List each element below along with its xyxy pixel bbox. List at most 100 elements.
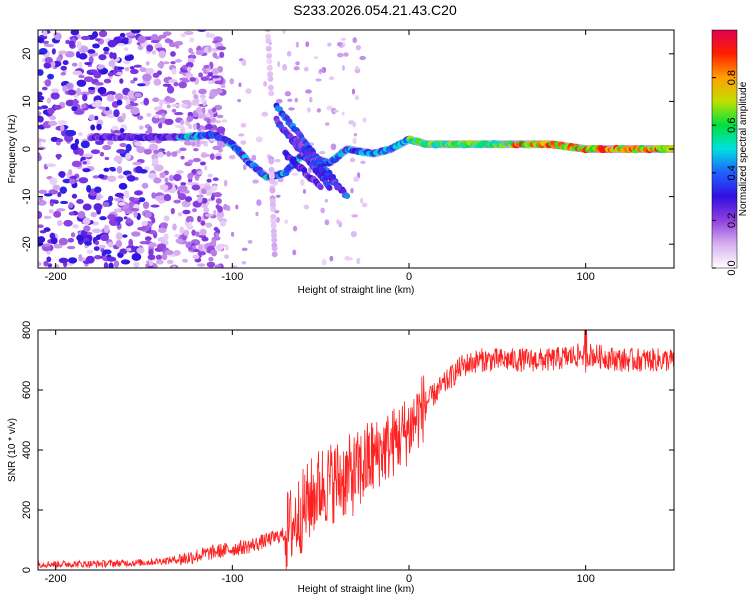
- spectrogram-cell: [60, 124, 65, 132]
- spectrogram-cell: [120, 259, 131, 265]
- spectrogram-cell: [208, 95, 215, 100]
- spectrogram-cell: [88, 114, 95, 121]
- spectrogram-cell: [147, 265, 154, 268]
- spectrogram-cell: [119, 78, 124, 84]
- spectrogram-cell: [76, 198, 84, 205]
- spectrogram-cell: [180, 155, 185, 160]
- spectrogram-cell: [144, 236, 152, 242]
- spectrogram-cell: [191, 89, 197, 96]
- spectrogram-cell: [51, 48, 56, 55]
- spectrogram-cell: [131, 231, 141, 237]
- spectrogram-cell: [133, 210, 138, 218]
- spectrogram-cell: [151, 217, 156, 224]
- spectrogram-cell: [173, 249, 181, 256]
- spectrogram-cell: [117, 175, 124, 179]
- spectrogram-cell: [180, 126, 186, 134]
- spectrogram-cell: [69, 178, 76, 185]
- spectrogram-heatmap: [38, 30, 674, 268]
- spectrogram-cell: [76, 41, 82, 50]
- spectrogram-cell: [213, 192, 222, 198]
- spectrogram-cell: [63, 219, 73, 227]
- spectrogram-cell: [351, 88, 356, 95]
- spectrogram-cell: [53, 104, 62, 110]
- spectrogram-cell: [215, 155, 222, 160]
- colorbar-tick-label: 0.0: [726, 260, 738, 275]
- spectrogram-cell: [129, 208, 140, 212]
- spectrogram-cell: [271, 236, 278, 243]
- spectrogram-cell: [210, 195, 215, 201]
- spectrogram-cell: [136, 247, 145, 254]
- spectrogram-cell: [38, 210, 43, 219]
- spectrogram-cell: [187, 159, 194, 164]
- spectrogram-cell: [133, 64, 142, 68]
- spectrogram-cell: [316, 108, 322, 113]
- spectrogram-cell: [66, 245, 76, 250]
- spectrogram-cell: [177, 212, 183, 217]
- spectrogram-cell: [159, 222, 168, 228]
- spectrogram-cell: [251, 154, 257, 161]
- spectrogram-cell: [49, 115, 57, 120]
- spectrogram-cell: [153, 78, 162, 86]
- spectrogram-cell: [103, 224, 110, 233]
- spectrogram-cell: [78, 61, 83, 70]
- spectrogram-cell: [129, 68, 139, 75]
- spectrogram-cell: [164, 177, 169, 183]
- spectrogram-cell: [204, 165, 208, 171]
- spectrogram-cell: [125, 152, 132, 160]
- spectrogram-cell: [205, 222, 213, 228]
- spectrogram-cell: [115, 208, 122, 213]
- spectrogram-cell: [68, 202, 74, 209]
- spectrogram-cell: [211, 239, 217, 247]
- x-tick-label: 100: [576, 271, 594, 283]
- spectrogram-cell: [80, 91, 90, 96]
- spectrogram-cell: [132, 161, 142, 166]
- spectrogram-cell: [224, 254, 230, 259]
- spectrogram-cell: [324, 219, 330, 226]
- spectrogram-cell: [193, 147, 199, 152]
- spectrogram-cell: [137, 45, 144, 51]
- spectrogram-cell: [214, 80, 224, 85]
- spectrogram-cell: [193, 97, 200, 104]
- spectrogram-cell: [195, 231, 200, 237]
- spectrogram-cell: [293, 66, 300, 71]
- spectrogram-cell: [47, 107, 55, 115]
- spectrogram-cell: [163, 193, 172, 202]
- spectrogram-cell: [134, 141, 142, 147]
- spectrogram-cell: [113, 155, 123, 163]
- spectrogram-cell: [152, 72, 160, 78]
- spectrogram-cell: [174, 234, 180, 238]
- spectrogram-cell: [38, 224, 44, 229]
- spectrogram-cell: [155, 111, 164, 115]
- spectrogram-cell: [57, 220, 63, 227]
- x-tick-label: 0: [406, 573, 412, 585]
- spectrogram-cell: [136, 146, 146, 154]
- spectrogram-cell: [268, 166, 275, 173]
- spectrogram-cell: [174, 59, 182, 63]
- spectrogram-cell: [180, 33, 187, 38]
- spectrogram-cell: [206, 261, 216, 268]
- spectrogram-cell: [38, 138, 44, 143]
- spectrogram-cell: [108, 262, 114, 268]
- spectrogram-cell: [44, 56, 53, 64]
- spectrogram-cell: [669, 144, 674, 151]
- spectrogram-cell: [129, 66, 135, 70]
- spectrogram-cell: [83, 153, 94, 158]
- spectrogram-cell: [151, 192, 157, 199]
- spectrogram-cell: [192, 123, 197, 131]
- spectrogram-cell: [50, 92, 60, 100]
- spectrogram-cell: [38, 48, 48, 55]
- spectrogram-cell: [119, 248, 128, 255]
- spectrogram-cell: [69, 176, 78, 180]
- spectrogram-cell: [130, 30, 141, 34]
- spectrogram-cell: [74, 138, 80, 146]
- spectrogram-cell: [270, 213, 277, 220]
- spectrogram-cell: [175, 238, 184, 244]
- spectrogram-cell: [356, 257, 361, 265]
- spectrogram-cell: [341, 111, 345, 116]
- spectrogram-cell: [78, 148, 84, 157]
- spectrogram-cell: [124, 55, 133, 61]
- spectrogram-cell: [200, 197, 208, 204]
- spectrogram-cell: [95, 99, 102, 107]
- spectrogram-cell: [128, 238, 134, 247]
- spectrogram-cell: [219, 220, 227, 227]
